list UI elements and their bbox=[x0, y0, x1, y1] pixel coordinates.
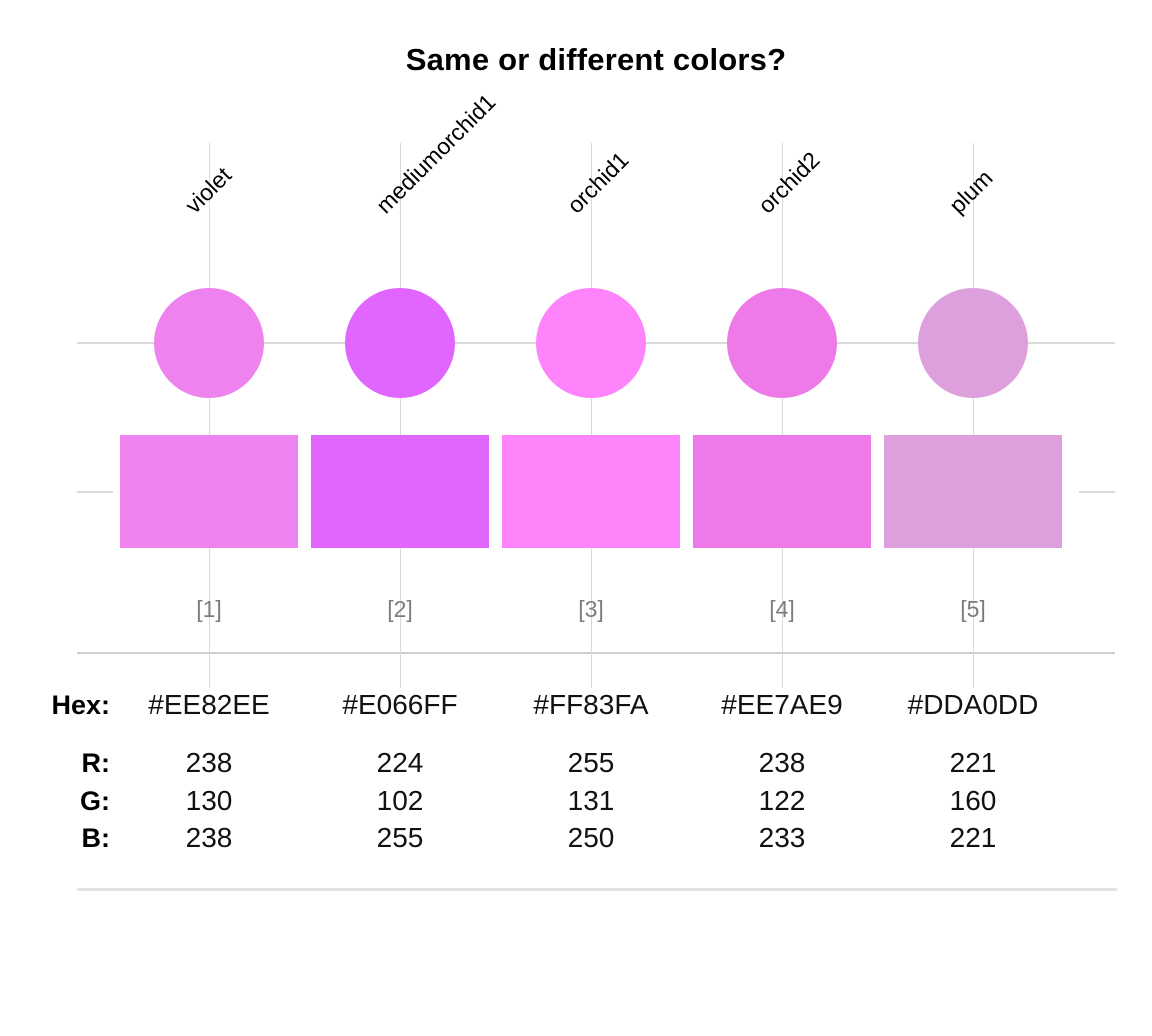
circle-swatch bbox=[727, 288, 837, 398]
index-label: [3] bbox=[578, 596, 604, 622]
b-value: 250 bbox=[567, 822, 615, 853]
circle-swatch bbox=[154, 288, 264, 398]
g-value: 131 bbox=[567, 785, 615, 816]
b-value: 233 bbox=[758, 822, 806, 853]
axis-separator-line bbox=[77, 652, 1115, 654]
hex-value: #EE82EE bbox=[148, 689, 270, 720]
rect-swatch bbox=[311, 435, 489, 548]
g-value: 102 bbox=[376, 785, 424, 816]
r-value: 255 bbox=[567, 747, 615, 778]
b-value: 238 bbox=[185, 822, 233, 853]
index-label: [1] bbox=[196, 596, 222, 622]
hex-value: #EE7AE9 bbox=[721, 689, 843, 720]
grid-vline-tick-stub bbox=[781, 652, 783, 688]
r-value: 238 bbox=[758, 747, 806, 778]
row-label-b: B: bbox=[81, 823, 111, 853]
grid-vline-tick-stub bbox=[972, 652, 974, 688]
rect-swatch bbox=[884, 435, 1062, 548]
row-label-g: G: bbox=[80, 786, 110, 816]
r-value: 221 bbox=[949, 747, 997, 778]
category-label: orchid1 bbox=[561, 146, 634, 219]
grid-vline-tick-stub bbox=[399, 652, 401, 688]
row-label-r: R: bbox=[81, 748, 111, 778]
index-label: [4] bbox=[769, 596, 795, 622]
r-value: 238 bbox=[185, 747, 233, 778]
circle-swatch bbox=[918, 288, 1028, 398]
g-value: 160 bbox=[949, 785, 997, 816]
r-value: 224 bbox=[376, 747, 424, 778]
rect-swatch bbox=[502, 435, 680, 548]
bottom-rule bbox=[77, 888, 1117, 891]
b-value: 221 bbox=[949, 822, 997, 853]
hex-value: #FF83FA bbox=[533, 689, 649, 720]
b-value: 255 bbox=[376, 822, 424, 853]
row-label-hex: Hex: bbox=[51, 690, 110, 720]
hex-value: #E066FF bbox=[342, 689, 458, 720]
category-label: mediumorchid1 bbox=[370, 88, 501, 219]
chart-title: Same or different colors? bbox=[405, 42, 787, 77]
hex-value: #DDA0DD bbox=[907, 689, 1039, 720]
grid-vline-tick-stub bbox=[208, 652, 210, 688]
circle-swatch bbox=[536, 288, 646, 398]
g-value: 130 bbox=[185, 785, 233, 816]
index-label: [5] bbox=[960, 596, 986, 622]
category-label: plum bbox=[943, 164, 998, 219]
grid-vline-tick-stub bbox=[590, 652, 592, 688]
rect-swatch bbox=[120, 435, 298, 548]
category-label: orchid2 bbox=[752, 146, 825, 219]
index-label: [2] bbox=[387, 596, 413, 622]
grid-hline-rect-row-left-stub bbox=[77, 491, 113, 493]
circle-swatch bbox=[345, 288, 455, 398]
rect-swatch bbox=[693, 435, 871, 548]
grid-hline-rect-row-right-stub bbox=[1079, 491, 1115, 493]
g-value: 122 bbox=[758, 785, 806, 816]
